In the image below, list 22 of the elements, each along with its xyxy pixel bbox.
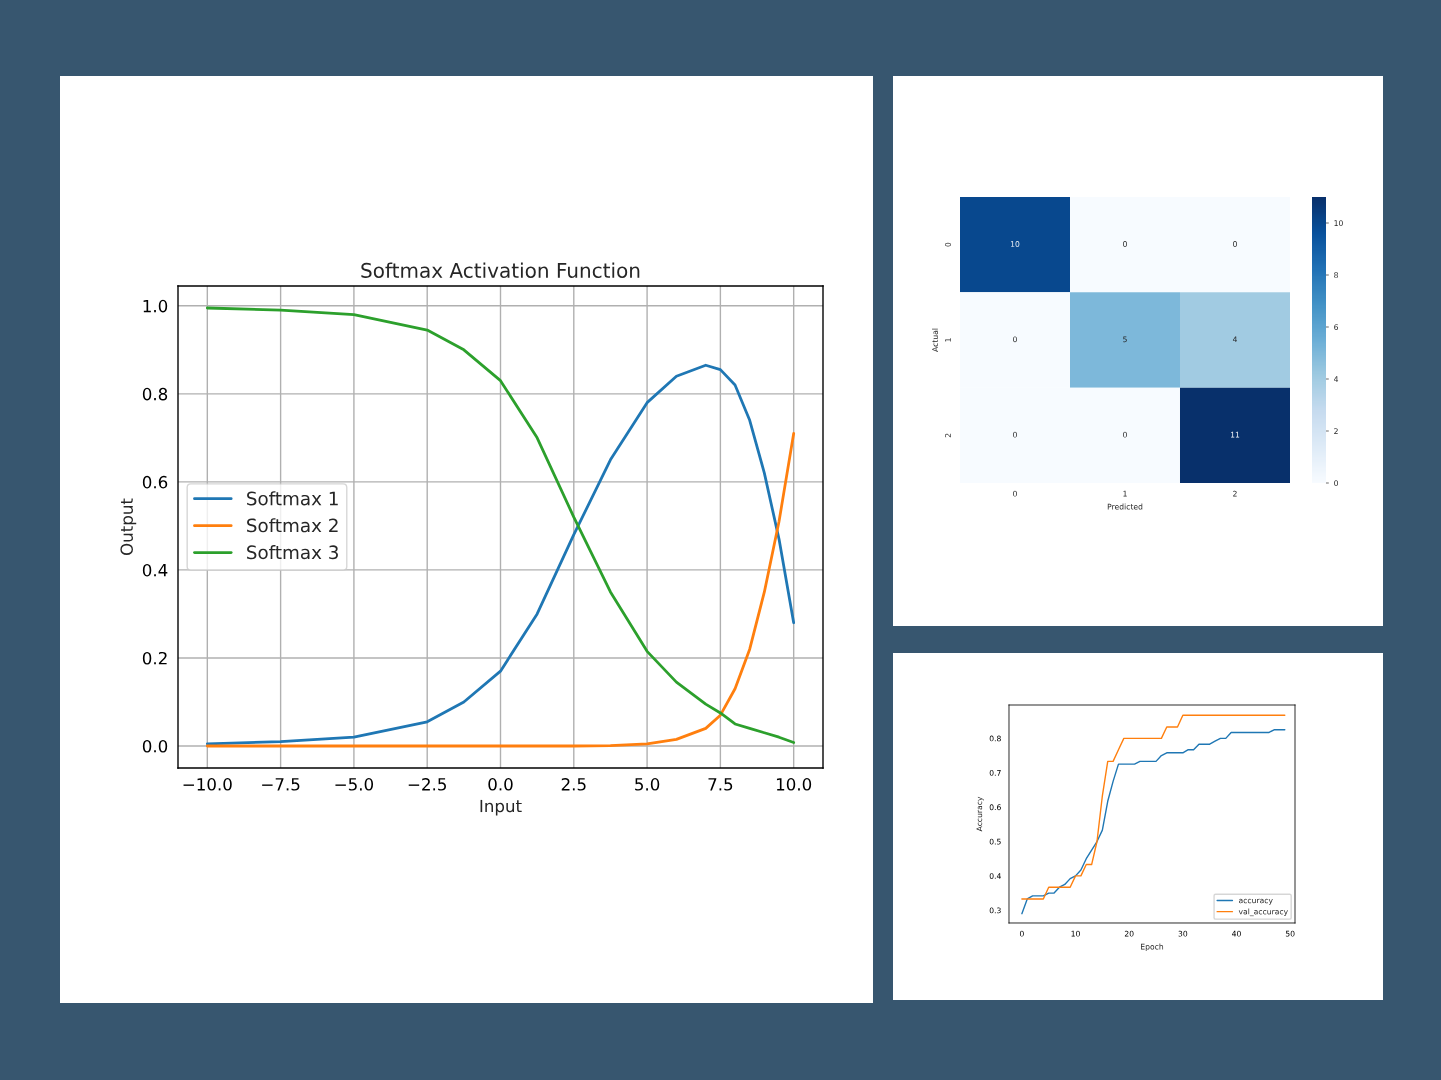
y-tick-label: 0.0 [142,739,168,753]
x-tick-label: −2.5 [408,778,446,791]
y-tick-label: 0.4 [142,563,168,577]
x-tick-label: 7.5 [708,778,733,791]
y-tick-label: 0.2 [142,651,167,665]
x-axis-title: Input [480,799,522,816]
y-axis-title: Output [120,498,137,556]
x-tick-label: −10.0 [183,778,232,791]
legend-label: Softmax 3 [247,545,338,560]
y-tick-label: 0.6 [142,475,168,489]
y-tick-label: 0.8 [142,387,168,401]
x-tick-label: 5.0 [635,778,660,791]
x-tick-label: 2.5 [561,778,586,791]
chart-title: Softmax Activation Function [361,262,640,278]
x-tick-label: −5.0 [335,778,374,791]
x-tick-label: 10.0 [776,778,812,791]
legend-label: Softmax 1 [247,491,338,506]
x-tick-label: −7.5 [262,778,300,791]
legend-label: Softmax 2 [247,518,338,533]
x-tick-label: 0.0 [488,778,513,791]
y-tick-label: 1.0 [143,299,168,313]
line-series [205,432,796,748]
